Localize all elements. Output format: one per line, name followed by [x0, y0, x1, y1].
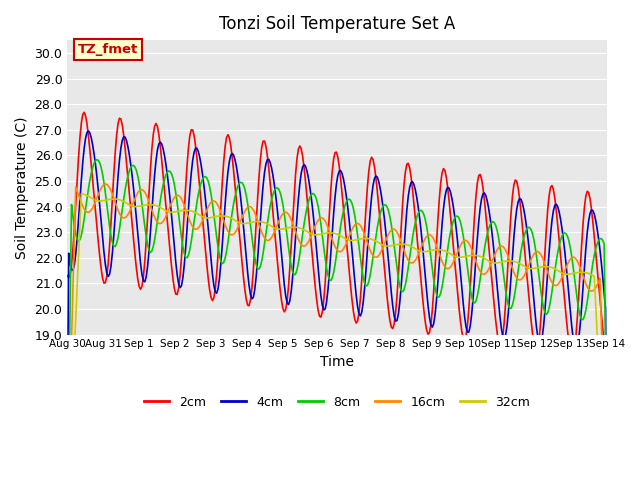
Line: 32cm: 32cm — [67, 193, 607, 480]
16cm — [102, 181, 109, 187]
16cm — [600, 407, 608, 413]
4cm — [600, 289, 608, 295]
Line: 2cm: 2cm — [67, 112, 607, 360]
32cm — [83, 192, 91, 198]
8cm — [93, 157, 100, 163]
8cm — [82, 206, 90, 212]
4cm — [100, 249, 108, 255]
32cm — [100, 198, 108, 204]
2cm — [600, 339, 608, 345]
32cm — [342, 236, 350, 242]
32cm — [600, 468, 608, 473]
32cm — [449, 253, 457, 259]
4cm — [342, 193, 350, 199]
16cm — [99, 183, 106, 189]
8cm — [342, 199, 350, 205]
Title: Tonzi Soil Temperature Set A: Tonzi Soil Temperature Set A — [219, 15, 455, 33]
8cm — [530, 236, 538, 241]
16cm — [530, 252, 538, 257]
4cm — [63, 435, 71, 441]
Line: 16cm: 16cm — [67, 184, 607, 480]
2cm — [81, 109, 88, 115]
8cm — [603, 436, 611, 442]
8cm — [100, 180, 108, 185]
2cm — [603, 357, 611, 363]
Y-axis label: Soil Temperature (C): Soil Temperature (C) — [15, 116, 29, 259]
16cm — [342, 240, 350, 246]
4cm — [82, 135, 90, 141]
32cm — [77, 191, 85, 196]
8cm — [449, 218, 457, 224]
2cm — [83, 121, 91, 127]
Line: 4cm: 4cm — [67, 131, 607, 480]
2cm — [449, 244, 457, 250]
32cm — [530, 265, 538, 271]
2cm — [530, 339, 538, 345]
2cm — [342, 236, 350, 242]
2cm — [100, 280, 108, 286]
X-axis label: Time: Time — [320, 355, 354, 369]
4cm — [530, 295, 538, 301]
Text: TZ_fmet: TZ_fmet — [78, 43, 138, 56]
16cm — [82, 208, 90, 214]
Line: 8cm: 8cm — [67, 160, 607, 480]
16cm — [449, 259, 457, 265]
Legend: 2cm, 4cm, 8cm, 16cm, 32cm: 2cm, 4cm, 8cm, 16cm, 32cm — [139, 391, 535, 414]
2cm — [63, 273, 71, 278]
4cm — [449, 204, 457, 210]
8cm — [600, 241, 608, 247]
4cm — [84, 128, 92, 134]
